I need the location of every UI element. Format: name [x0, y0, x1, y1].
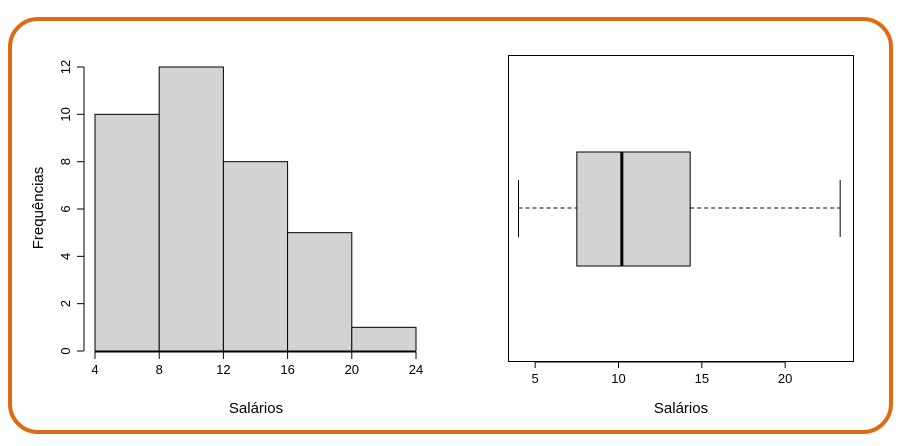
histogram-x-tick-label: 12: [216, 362, 230, 377]
histogram-y-tick-label: 6: [58, 205, 73, 212]
histogram-x-tick-label: 16: [280, 362, 294, 377]
histogram-bar: [94, 113, 160, 352]
histogram-y-tick-label: 2: [58, 300, 73, 307]
histogram-y-tick-label: 8: [58, 158, 73, 165]
histogram-x-axis: 4 8 12 16 20 24: [91, 351, 423, 377]
boxplot-x-tick-label: 5: [532, 371, 539, 386]
histogram-x-tick-label: 20: [345, 362, 359, 377]
histogram-y-tick-label: 4: [58, 253, 73, 260]
histogram-y-tick-label: 12: [58, 60, 73, 74]
histogram-y-label: Frequências: [30, 167, 47, 250]
histogram-y-axis: 0 2 4 6 8 10 12: [58, 60, 85, 355]
histogram-bar: [287, 232, 353, 352]
boxplot-x-label: Salários: [654, 400, 708, 417]
boxplot-chart: 5 10 15 20 Salários: [508, 55, 854, 417]
histogram-x-label: Salários: [229, 400, 283, 417]
histogram-bars: [94, 66, 417, 352]
histogram-bar: [158, 66, 224, 352]
histogram-x-tick-label: 4: [91, 362, 98, 377]
histogram-bar: [222, 161, 289, 352]
boxplot-box: [576, 151, 691, 267]
boxplot-x-tick-label: 20: [778, 371, 792, 386]
boxplot-x-tick-label: 15: [695, 371, 709, 386]
histogram-y-tick-label: 0: [58, 347, 73, 354]
histogram-x-tick-label: 24: [409, 362, 423, 377]
histogram-x-tick-label: 8: [156, 362, 163, 377]
boxplot-x-axis: 5 10 15 20: [532, 361, 792, 386]
boxplot-x-tick-label: 10: [611, 371, 625, 386]
histogram-bar: [351, 326, 417, 352]
boxplot-shapes: [518, 151, 841, 267]
histogram-y-tick-label: 10: [58, 107, 73, 121]
